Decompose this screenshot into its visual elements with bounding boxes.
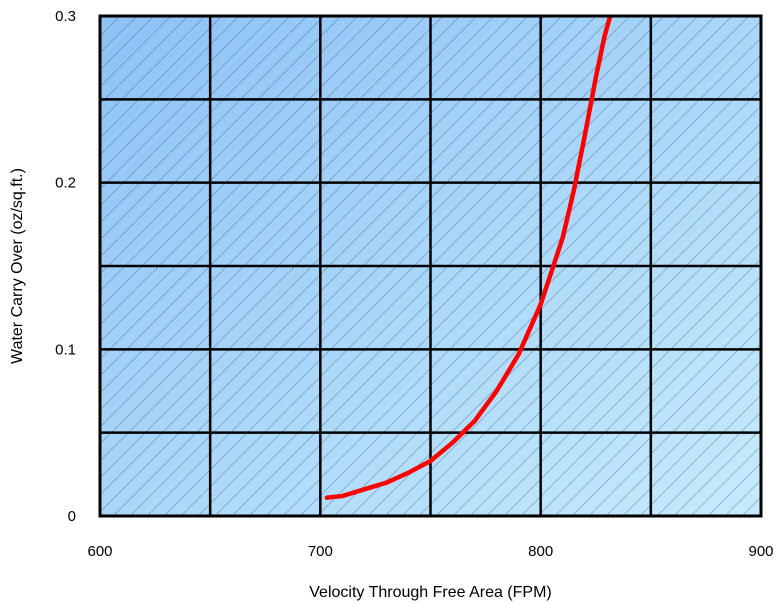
series-line-0: [324, 16, 613, 500]
y-axis-title: Water Carry Over (oz/sq.ft.): [9, 168, 26, 364]
y-tick-label: 0: [68, 508, 76, 525]
series-layer: [324, 16, 613, 500]
x-tick-label: 600: [87, 543, 112, 560]
y-tick-label: 0.3: [55, 8, 76, 25]
grid: [100, 16, 761, 516]
x-axis-title: Velocity Through Free Area (FPM): [309, 584, 551, 601]
x-tick-label: 900: [748, 543, 773, 560]
plot-border: [98, 14, 763, 518]
plot-frame: [98, 14, 763, 518]
x-tick-label: 800: [528, 543, 553, 560]
y-axis: 0 0.1 0.2 0.3: [55, 8, 76, 525]
y-tick-label: 0.2: [55, 175, 76, 192]
x-axis: 600 700 800 900: [87, 543, 773, 560]
y-tick-label: 0.1: [55, 341, 76, 358]
x-tick-label: 700: [308, 543, 333, 560]
